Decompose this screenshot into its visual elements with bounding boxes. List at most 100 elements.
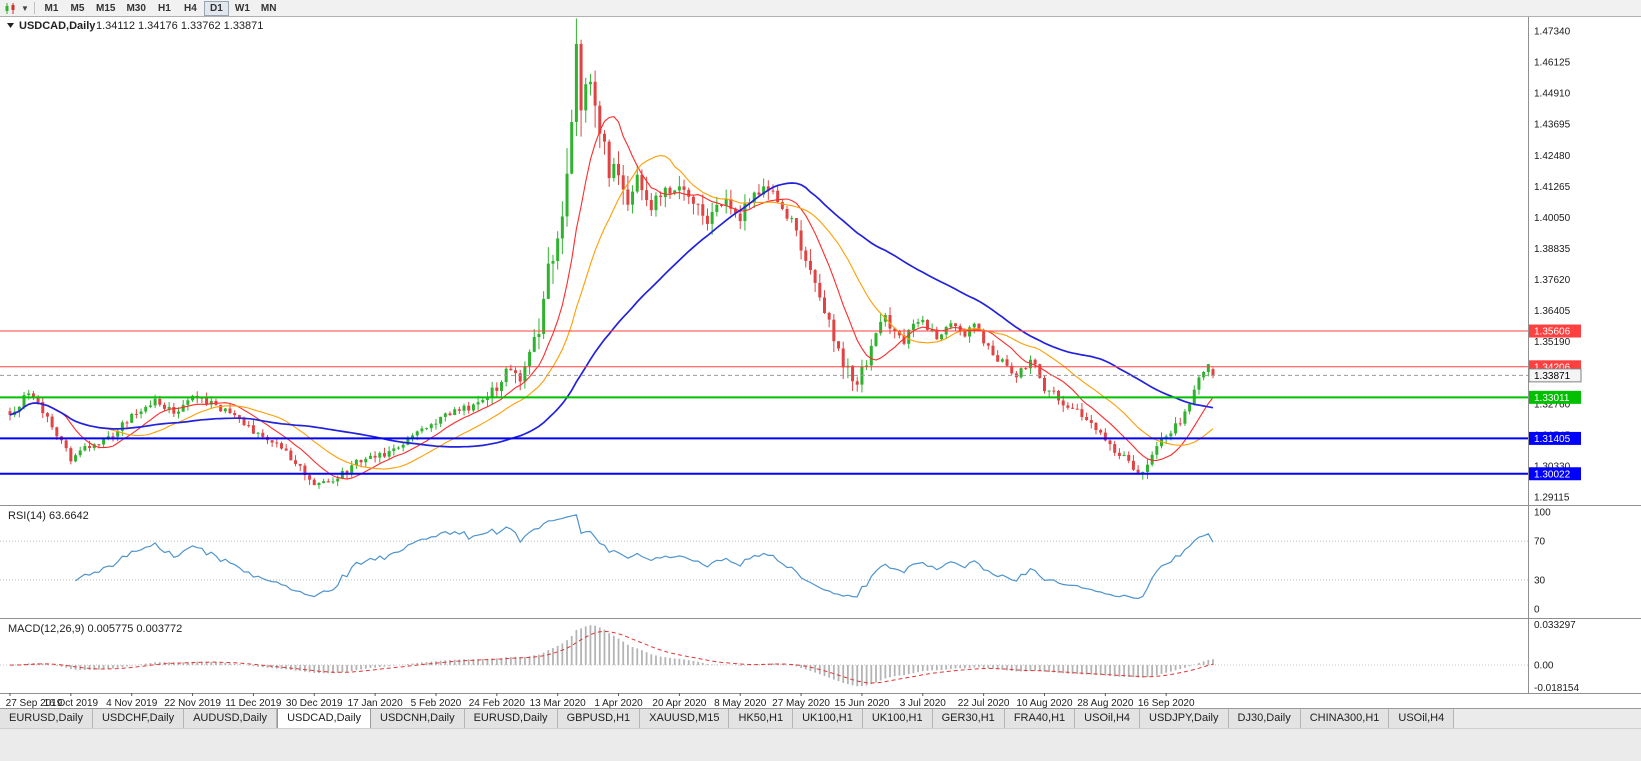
tab-gbpusd-h1[interactable]: GBPUSD,H1 <box>557 709 641 728</box>
tab-eurusd-daily[interactable]: EURUSD,Daily <box>464 709 558 728</box>
time-axis-label: 27 Sep 2019 <box>6 698 63 708</box>
time-axis-label: 15 Jun 2020 <box>834 698 889 708</box>
time-axis-label: 1 Apr 2020 <box>594 698 643 708</box>
tab-china300-h1[interactable]: CHINA300,H1 <box>1300 709 1390 728</box>
chart-tabs: EURUSD,Daily USDCHF,Daily AUDUSD,Daily USDC… <box>0 708 1641 728</box>
macd-panel: 0.033297 0.00 -0.018154 MACD(12,26,9) 0.005… <box>0 620 1579 694</box>
macd-axis-label-bottom: -0.018154 <box>1534 683 1579 694</box>
price-badge-1.33871: 1.33871 <box>1528 368 1582 383</box>
time-axis-label: 22 Nov 2019 <box>164 698 221 708</box>
time-axis-label: 3 Jul 2020 <box>900 698 947 708</box>
timeframe-button-mn[interactable]: MN <box>256 1 282 16</box>
rsi-axis-label: 0 <box>1534 605 1540 616</box>
rsi-axis-label: 30 <box>1534 575 1546 586</box>
tab-usdcnh-daily[interactable]: USDCNH,Daily <box>371 709 465 728</box>
price-axis-label: 1.40050 <box>1534 213 1571 224</box>
tab-usdjpy-daily[interactable]: USDJPY,Daily <box>1140 709 1229 728</box>
time-axis-label: 13 Mar 2020 <box>530 698 587 708</box>
time-axis-label: 11 Dec 2019 <box>225 698 281 708</box>
rsi-line <box>75 514 1214 600</box>
price-badge-1.33011: 1.33011 <box>1529 390 1581 404</box>
price-axis-label: 1.44910 <box>1534 89 1571 100</box>
price-axis-label: 1.38835 <box>1534 244 1571 255</box>
time-axis-label: 17 Jan 2020 <box>348 698 403 708</box>
chart-background <box>0 17 1641 708</box>
price-axis-label: 1.41265 <box>1534 182 1571 193</box>
timeframe-toolbar: ▼ M1 M5 M15 M30 H1 H4 D1 W1 MN <box>0 0 1641 17</box>
tab-fra40-h1[interactable]: FRA40,H1 <box>1004 709 1076 728</box>
tab-hk50-h1[interactable]: HK50,H1 <box>729 709 794 728</box>
macd-signal-line <box>9 630 1214 684</box>
rsi-label: RSI(14) 63.6642 <box>8 510 89 522</box>
time-axis-label: 10 Aug 2020 <box>1016 698 1073 708</box>
tab-usdchf-daily[interactable]: USDCHF,Daily <box>92 709 185 728</box>
svg-text:1.35606: 1.35606 <box>1534 327 1571 338</box>
price-axis[interactable]: 1.47340 1.46125 1.44910 1.43695 1.42480 1.412… <box>1528 17 1582 693</box>
timeframe-button-d1[interactable]: D1 <box>203 0 229 16</box>
time-axis-label: 16 Sep 2020 <box>1138 698 1195 708</box>
timeframe-button-h1[interactable]: H1 <box>152 1 177 16</box>
macd-axis-label-zero: 0.00 <box>1534 661 1554 672</box>
chart-area[interactable]: 1.47340 1.46125 1.44910 1.43695 1.42480 1.412… <box>0 17 1641 709</box>
timeframe-button-h4[interactable]: H4 <box>178 1 203 16</box>
toolbar-separator <box>34 2 35 14</box>
rsi-axis-label: 70 <box>1534 537 1546 548</box>
tab-audusd-daily[interactable]: AUDUSD,Daily <box>184 709 278 728</box>
svg-text:1.33011: 1.33011 <box>1534 393 1570 404</box>
price-axis-label: 1.42480 <box>1534 151 1571 162</box>
time-axis-label: 27 May 2020 <box>772 698 830 708</box>
price-badge-1.31405: 1.31405 <box>1529 431 1581 445</box>
price-axis-label: 1.35190 <box>1534 337 1571 348</box>
tab-usoil-h4[interactable]: USOil,H4 <box>1389 709 1455 728</box>
timeframe-button-m1[interactable]: M1 <box>39 1 64 16</box>
time-axis-label: 5 Feb 2020 <box>411 698 462 708</box>
bottom-strip <box>0 728 1641 761</box>
rsi-panel: 100 70 30 0 RSI(14) 63.6642 <box>0 508 1551 616</box>
tab-usoil-h4[interactable]: USOil,H4 <box>1075 709 1141 728</box>
tab-uk100-h1[interactable]: UK100,H1 <box>793 709 863 728</box>
time-axis-label: 30 Dec 2019 <box>286 698 343 708</box>
tab-usdcad-daily[interactable]: USDCAD,Daily <box>277 709 372 728</box>
tab-ger30-h1[interactable]: GER30,H1 <box>932 709 1005 728</box>
ma-10-line <box>9 115 1214 480</box>
chart-canvas[interactable]: 1.47340 1.46125 1.44910 1.43695 1.42480 1.412… <box>0 17 1641 709</box>
price-axis-label: 1.47340 <box>1534 27 1571 38</box>
candlestick-chart-icon[interactable] <box>2 1 20 16</box>
time-axis-label: 4 Nov 2019 <box>106 698 158 708</box>
chart-type-dropdown-caret-icon[interactable]: ▼ <box>21 3 29 13</box>
price-axis-label: 1.32760 <box>1534 399 1571 410</box>
svg-text:1.34206: 1.34206 <box>1534 362 1571 373</box>
price-badge-1.35606: 1.35606 <box>1529 324 1581 338</box>
price-axis-label: 1.29115 <box>1534 492 1570 503</box>
timeframe-button-m5[interactable]: M5 <box>65 1 90 16</box>
macd-axis-label-top: 0.033297 <box>1534 620 1576 631</box>
time-axis-label: 28 Aug 2020 <box>1077 698 1134 708</box>
price-axis-label: 1.43695 <box>1534 120 1571 131</box>
time-axis-label: 16 Oct 2019 <box>44 698 99 708</box>
time-axis-label: 24 Feb 2020 <box>469 698 526 708</box>
svg-text:1.30022: 1.30022 <box>1534 469 1571 480</box>
chart-title: USDCAD,Daily 1.34112 1.34176 1.33762 1.33… <box>7 20 263 32</box>
tab-eurusd-daily[interactable]: EURUSD,Daily <box>0 709 93 728</box>
time-axis-label: 22 Jul 2020 <box>958 698 1010 708</box>
tab-xauusd-m15[interactable]: XAUUSD,M15 <box>640 709 730 728</box>
tab-uk100-h1[interactable]: UK100,H1 <box>862 709 933 728</box>
chart-title-ohlc: 1.34112 1.34176 1.33762 1.33871 <box>96 20 263 32</box>
price-axis-label: 1.46125 <box>1534 58 1571 69</box>
timeframe-buttons: M1 M5 M15 M30 H1 H4 D1 W1 MN <box>39 0 282 16</box>
candlestick-chart-icon-glyph <box>5 2 15 14</box>
svg-text:1.31405: 1.31405 <box>1534 434 1571 445</box>
timeframe-button-w1[interactable]: W1 <box>230 1 255 16</box>
rsi-axis-label: 100 <box>1534 508 1551 519</box>
price-axis-label: 1.36405 <box>1534 306 1571 317</box>
svg-text:1.33871: 1.33871 <box>1534 371 1571 382</box>
ma-21-line <box>9 155 1214 470</box>
timeframe-button-m15[interactable]: M15 <box>91 1 120 16</box>
timeframe-button-m30[interactable]: M30 <box>121 1 150 16</box>
macd-label: MACD(12,26,9) 0.005775 0.003772 <box>8 623 182 635</box>
price-axis-label: 1.30330 <box>1534 461 1571 472</box>
time-axis-label: 8 May 2020 <box>714 698 767 708</box>
tab-dj30-daily[interactable]: DJ30,Daily <box>1228 709 1301 728</box>
